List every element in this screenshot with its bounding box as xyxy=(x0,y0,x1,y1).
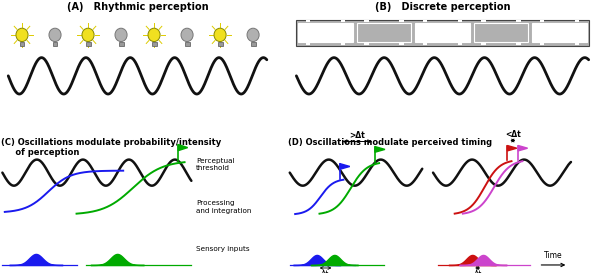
Bar xyxy=(341,43,345,45)
Bar xyxy=(306,43,310,45)
Bar xyxy=(415,23,470,42)
Bar xyxy=(399,43,404,45)
Bar xyxy=(516,43,521,45)
Polygon shape xyxy=(178,144,188,151)
Bar xyxy=(364,20,369,22)
Bar xyxy=(356,23,411,42)
Bar xyxy=(532,23,587,42)
Bar xyxy=(364,43,369,45)
Circle shape xyxy=(148,28,160,41)
Polygon shape xyxy=(508,146,517,151)
Bar xyxy=(516,20,521,22)
Text: (C) Oscillations modulate probability/intensity
     of perception: (C) Oscillations modulate probability/in… xyxy=(1,138,221,157)
Bar xyxy=(474,23,529,42)
Bar xyxy=(423,43,427,45)
Bar xyxy=(151,41,157,46)
Bar xyxy=(306,20,310,22)
Bar xyxy=(185,41,190,46)
Bar xyxy=(341,20,345,22)
Text: Δt: Δt xyxy=(474,270,482,273)
Circle shape xyxy=(181,28,193,41)
Text: (D) Oscillations modulate perceived timing: (D) Oscillations modulate perceived timi… xyxy=(288,138,493,147)
Text: Time: Time xyxy=(544,251,563,260)
Text: >Δt: >Δt xyxy=(349,130,365,140)
Circle shape xyxy=(16,28,28,41)
Text: (B)   Discrete perception: (B) Discrete perception xyxy=(375,2,510,11)
Polygon shape xyxy=(375,147,385,152)
Bar xyxy=(86,41,90,46)
Bar xyxy=(423,20,427,22)
Bar xyxy=(575,20,579,22)
Bar xyxy=(118,41,124,46)
Circle shape xyxy=(247,28,259,41)
Bar xyxy=(481,43,486,45)
Circle shape xyxy=(82,28,94,41)
Bar xyxy=(481,20,486,22)
Text: (A)   Rhythmic perception: (A) Rhythmic perception xyxy=(67,2,208,11)
Bar xyxy=(218,41,222,46)
Bar xyxy=(251,41,255,46)
Bar xyxy=(458,43,462,45)
Polygon shape xyxy=(518,146,527,151)
Circle shape xyxy=(115,28,127,41)
Polygon shape xyxy=(340,164,350,169)
Text: Δt: Δt xyxy=(321,270,329,273)
Bar xyxy=(297,20,588,46)
Bar xyxy=(53,41,57,46)
Bar xyxy=(458,20,462,22)
Text: Perceptual
threshold: Perceptual threshold xyxy=(196,158,234,171)
Bar xyxy=(540,43,544,45)
Text: <Δt: <Δt xyxy=(505,129,521,138)
Bar xyxy=(540,20,544,22)
Bar xyxy=(298,23,353,42)
Bar xyxy=(575,43,579,45)
Bar xyxy=(20,41,25,46)
Text: Processing
and integration: Processing and integration xyxy=(196,200,252,213)
Text: Sensory inputs: Sensory inputs xyxy=(196,246,250,252)
Bar xyxy=(399,20,404,22)
Circle shape xyxy=(49,28,61,41)
Circle shape xyxy=(214,28,226,41)
